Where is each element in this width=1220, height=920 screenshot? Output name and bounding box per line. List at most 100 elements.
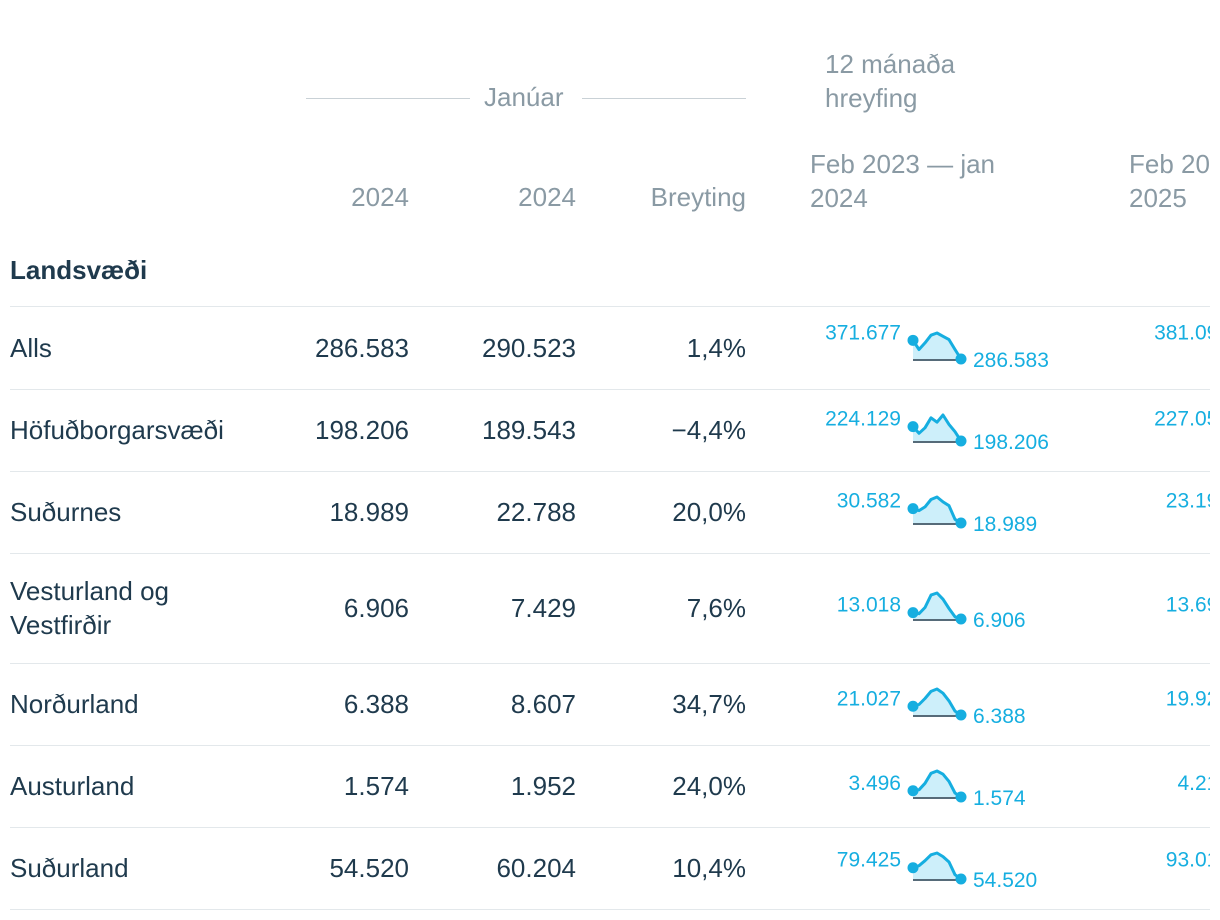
row-value-a: 1.574 xyxy=(343,771,409,801)
sparkline: 224.129 198.206 227.057 xyxy=(825,408,1210,454)
sparkline-next-start-label: 19.920 xyxy=(1166,687,1210,710)
sparkline-line xyxy=(912,851,962,881)
sparkline-area xyxy=(913,853,961,879)
sparkline-line xyxy=(912,687,962,717)
sparkline-line xyxy=(912,769,962,799)
row-value-a: 54.520 xyxy=(329,853,409,883)
row-value-a: 6.906 xyxy=(343,593,409,623)
row-label: Vesturland og Vestfirðir xyxy=(10,576,170,640)
row-change: −4,4% xyxy=(671,415,746,445)
row-separator xyxy=(10,909,1210,910)
sparkline-end-label: 286.583 xyxy=(973,349,1049,372)
sparkline-next-start-label: 381.094 xyxy=(1154,321,1210,344)
sparkline-area xyxy=(913,332,961,359)
row-value-b: 22.788 xyxy=(496,497,576,527)
sparkline-end-label: 6.906 xyxy=(973,609,1026,632)
sparkline-end-dot xyxy=(955,353,967,364)
sparkline-area xyxy=(913,771,961,797)
sparkline-end-dot xyxy=(955,435,967,447)
col-header-change: Breyting xyxy=(650,182,746,212)
sparkline-area xyxy=(913,593,961,619)
sparkline-next-start-label: 23.199 xyxy=(1166,490,1210,513)
sparkline-line xyxy=(911,413,963,442)
row-change: 1,4% xyxy=(686,332,746,363)
sparkline-line xyxy=(912,591,962,621)
sparkline-next-start-label: 227.057 xyxy=(1154,408,1210,431)
sparkline-start-label: 79.425 xyxy=(837,849,901,872)
row-separator xyxy=(10,306,1210,307)
sparkline-start-label: 13.018 xyxy=(837,594,901,617)
col-header-range2: Feb 20 2025 xyxy=(1129,149,1210,213)
row-change: 34,7% xyxy=(672,689,746,719)
row-value-a: 18.989 xyxy=(329,497,409,527)
row-value-b: 7.429 xyxy=(510,593,576,623)
row-separator xyxy=(10,827,1210,828)
row-separator xyxy=(10,745,1210,746)
sparkline-start-dot xyxy=(907,421,919,433)
sparkline: 21.027 6.388 19.920 xyxy=(837,687,1210,728)
sparkline-start-dot xyxy=(907,503,919,515)
row-change: 7,6% xyxy=(686,593,746,623)
row-label: Höfuðborgarsvæði xyxy=(10,415,224,445)
row-value-a: 6.388 xyxy=(343,689,409,719)
movement-header: 12 mánaða hreyfing xyxy=(825,49,956,113)
sparkline: 79.425 54.520 93.016 xyxy=(837,849,1210,892)
sparkline-end-dot xyxy=(955,791,967,803)
sparkline-start-dot xyxy=(907,862,919,874)
sparkline-start-dot xyxy=(907,785,919,797)
sparkline: 371.677 286.583 381.094 xyxy=(825,321,1210,372)
row-value-a: 286.583 xyxy=(315,332,409,363)
sparkline-start-dot xyxy=(907,700,919,712)
sparkline-end-label: 198.206 xyxy=(973,431,1049,454)
sparkline-end-label: 6.388 xyxy=(973,705,1026,728)
sparkline-end-dot xyxy=(955,709,967,721)
sparkline-next-start-label: 4.212 xyxy=(1177,772,1210,795)
sparkline-end-dot xyxy=(955,873,967,885)
col-header-a: 2024 xyxy=(351,182,409,212)
sparkline-line xyxy=(911,331,963,360)
row-label: Norðurland xyxy=(10,689,139,719)
sparkline-start-label: 30.582 xyxy=(837,490,901,513)
sparkline: 30.582 18.989 23.199 xyxy=(837,490,1210,536)
row-value-b: 290.523 xyxy=(482,332,576,363)
row-separator xyxy=(10,389,1210,390)
section-label: Landsvæði xyxy=(10,255,148,285)
row-separator xyxy=(10,553,1210,554)
sparkline-end-label: 54.520 xyxy=(973,869,1037,892)
sparkline-start-label: 371.677 xyxy=(825,321,901,344)
sparkline-start-label: 224.129 xyxy=(825,408,901,431)
sparkline-start-dot xyxy=(907,607,919,619)
row-label: Alls xyxy=(10,332,52,363)
row-value-b: 60.204 xyxy=(496,853,576,883)
sparkline-line xyxy=(912,495,962,525)
group-line-left xyxy=(306,98,470,99)
col-header-b: 2024 xyxy=(518,182,576,212)
row-change: 10,4% xyxy=(672,853,746,883)
row-label: Suðurnes xyxy=(10,497,122,527)
sparkline-area xyxy=(913,497,961,523)
row-separator xyxy=(10,663,1210,664)
sparkline-start-label: 3.496 xyxy=(848,772,901,795)
row-value-b: 1.952 xyxy=(510,771,576,801)
sparkline-end-dot xyxy=(955,613,967,625)
row-change: 24,0% xyxy=(672,771,746,801)
sparkline-area xyxy=(913,689,961,715)
col-header-range1: Feb 2023 — jan 2024 xyxy=(810,149,996,213)
row-change: 20,0% xyxy=(672,497,746,527)
sparkline-end-label: 1.574 xyxy=(973,787,1026,810)
row-value-b: 8.607 xyxy=(510,689,576,719)
group-header-januar: Janúar xyxy=(484,82,564,112)
row-value-b: 189.543 xyxy=(482,415,576,445)
sparkline-area xyxy=(913,415,961,441)
sparkline-next-start-label: 13.690 xyxy=(1166,594,1210,617)
row-value-a: 198.206 xyxy=(315,415,409,445)
sparkline: 13.018 6.906 13.690 xyxy=(837,591,1210,632)
row-label: Suðurland xyxy=(10,853,129,883)
row-label: Austurland xyxy=(10,771,135,801)
group-line-right xyxy=(582,98,746,99)
sparkline: 3.496 1.574 4.212 xyxy=(848,769,1210,810)
sparkline-start-label: 21.027 xyxy=(837,687,901,710)
sparkline-end-dot xyxy=(955,517,967,529)
sparkline-next-start-label: 93.016 xyxy=(1166,849,1210,872)
